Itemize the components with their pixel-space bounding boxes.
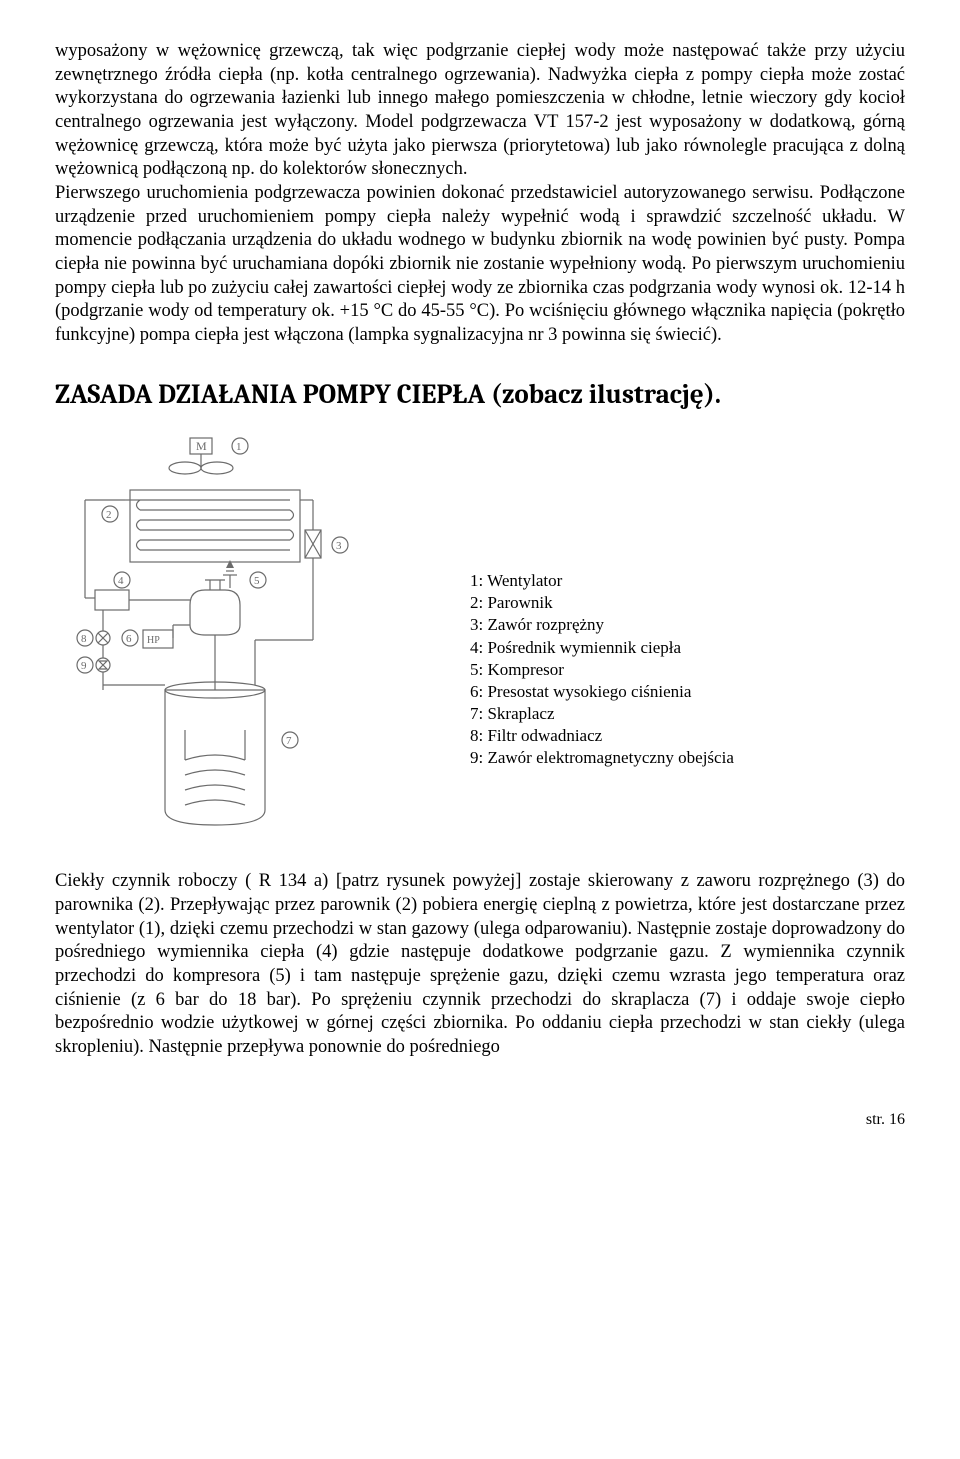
diagram-section: M 1 2 bbox=[55, 430, 905, 830]
legend-item-3: 3: Zawór rozprężny bbox=[470, 614, 734, 636]
legend-item-7: 7: Skraplacz bbox=[470, 703, 734, 725]
legend-item-9: 9: Zawór elektromagnetyczny obejścia bbox=[470, 747, 734, 769]
legend-item-6: 6: Presostat wysokiego ciśnienia bbox=[470, 681, 734, 703]
callout-7: 7 bbox=[286, 735, 292, 747]
legend-item-4: 4: Pośrednik wymiennik ciepła bbox=[470, 637, 734, 659]
diagram-label-hp: HP bbox=[147, 635, 160, 646]
paragraph-3: Ciekły czynnik roboczy ( R 134 a) [patrz… bbox=[55, 870, 905, 1059]
paragraph-1: wyposażony w wężownicę grzewczą, tak wię… bbox=[55, 40, 905, 182]
callout-6: 6 bbox=[126, 633, 132, 645]
callout-5: 5 bbox=[254, 575, 260, 587]
paragraph-2: Pierwszego uruchomienia podgrzewacza pow… bbox=[55, 182, 905, 348]
callout-9: 9 bbox=[81, 660, 87, 672]
legend-item-8: 8: Filtr odwadniacz bbox=[470, 725, 734, 747]
legend-item-5: 5: Kompresor bbox=[470, 659, 734, 681]
legend-item-1: 1: Wentylator bbox=[470, 570, 734, 592]
callout-4: 4 bbox=[118, 575, 124, 587]
diagram-legend: 1: Wentylator 2: Parownik 3: Zawór rozpr… bbox=[470, 570, 734, 769]
callout-2: 2 bbox=[106, 509, 112, 521]
callout-3: 3 bbox=[336, 540, 342, 552]
callout-8: 8 bbox=[81, 633, 87, 645]
heat-pump-diagram: M 1 2 bbox=[55, 430, 375, 830]
legend-item-2: 2: Parownik bbox=[470, 592, 734, 614]
section-heading: ZASADA DZIAŁANIA POMPY CIEPŁA (zobacz il… bbox=[55, 378, 905, 413]
diagram-label-m: M bbox=[196, 439, 207, 453]
page-number: str. 16 bbox=[55, 1110, 905, 1130]
callout-1: 1 bbox=[236, 441, 242, 453]
